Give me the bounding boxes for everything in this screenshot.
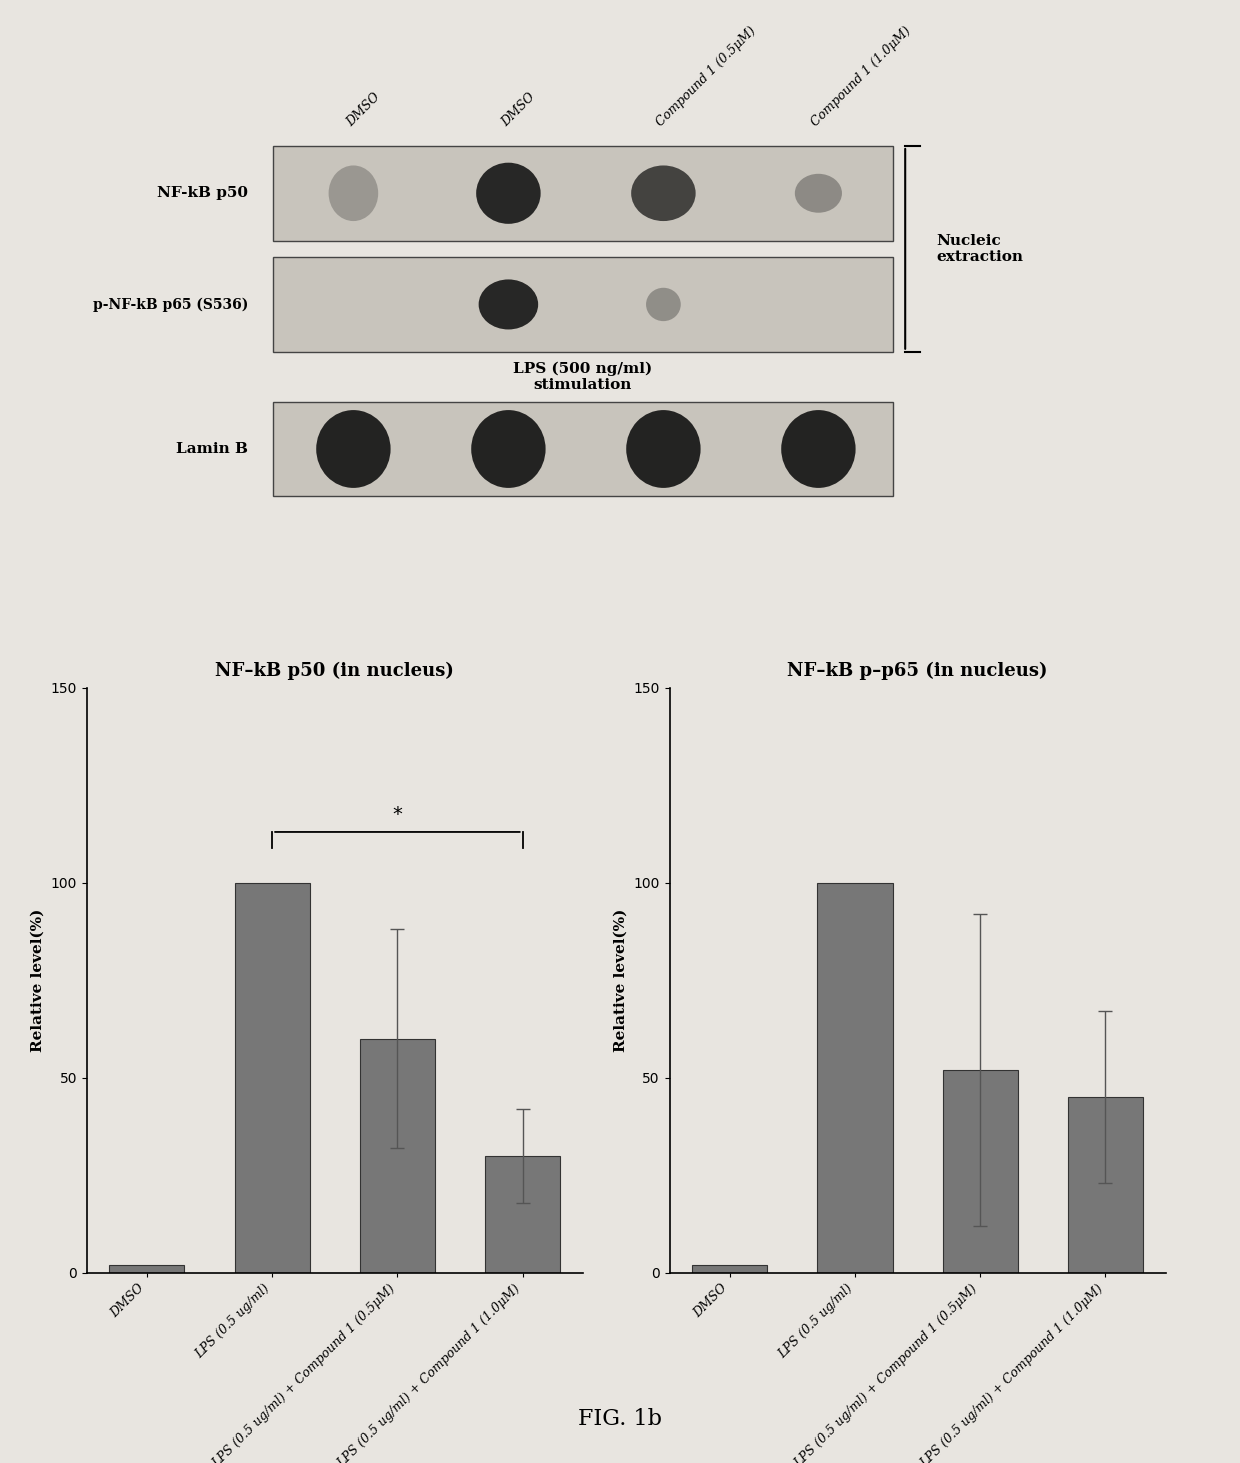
Ellipse shape [329, 165, 378, 221]
Bar [817, 882, 893, 1273]
Text: LPS (500 ng/ml)
stimulation: LPS (500 ng/ml) stimulation [513, 361, 652, 392]
Title: NF–kB p–p65 (in nucleus): NF–kB p–p65 (in nucleus) [787, 663, 1048, 680]
Title: NF–kB p50 (in nucleus): NF–kB p50 (in nucleus) [216, 663, 454, 680]
Ellipse shape [479, 279, 538, 329]
Ellipse shape [781, 410, 856, 489]
Ellipse shape [646, 288, 681, 320]
Bar [1068, 1097, 1143, 1273]
Text: Nucleic
extraction: Nucleic extraction [936, 234, 1023, 263]
Y-axis label: Relative level(%): Relative level(%) [31, 909, 45, 1052]
Ellipse shape [316, 410, 391, 489]
Text: *: * [393, 805, 402, 824]
Bar [360, 1039, 435, 1273]
Ellipse shape [631, 165, 696, 221]
Text: Compound 1 (1.0μM): Compound 1 (1.0μM) [810, 25, 914, 129]
Ellipse shape [476, 162, 541, 224]
Bar [273, 146, 893, 240]
Bar [273, 257, 893, 351]
Bar [234, 882, 310, 1273]
Ellipse shape [626, 410, 701, 489]
Bar [109, 1265, 185, 1273]
Bar [485, 1156, 560, 1273]
Text: NF-kB p50: NF-kB p50 [157, 186, 248, 200]
Bar [692, 1265, 768, 1273]
Text: Lamin B: Lamin B [176, 442, 248, 456]
Text: p-NF-kB p65 (S536): p-NF-kB p65 (S536) [93, 297, 248, 312]
Bar [942, 1069, 1018, 1273]
Bar [273, 402, 893, 496]
Y-axis label: Relative level(%): Relative level(%) [614, 909, 627, 1052]
Text: DMSO: DMSO [500, 91, 538, 129]
Text: FIG. 1b: FIG. 1b [578, 1407, 662, 1431]
Text: Compound 1 (0.5μM): Compound 1 (0.5μM) [655, 25, 759, 129]
Ellipse shape [471, 410, 546, 489]
Ellipse shape [795, 174, 842, 212]
Text: DMSO: DMSO [345, 91, 383, 129]
